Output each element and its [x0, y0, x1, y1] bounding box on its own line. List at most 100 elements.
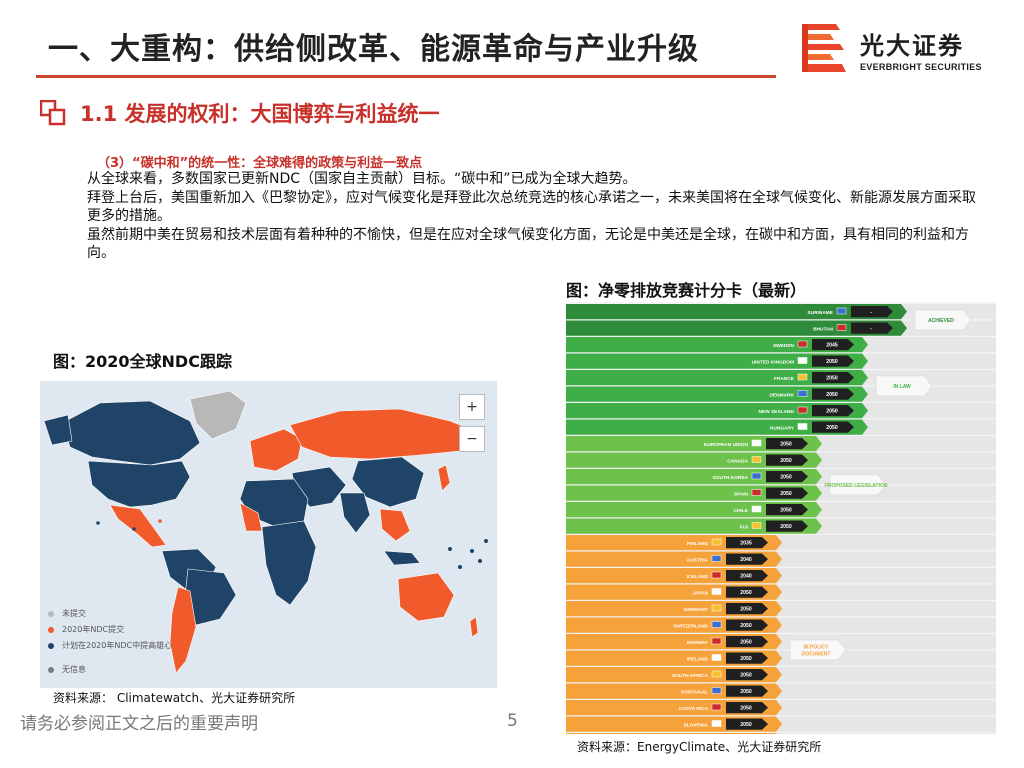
- score-year-label: 2050: [740, 706, 752, 712]
- legend-dot-icon: [48, 667, 54, 673]
- score-year-badge: [726, 586, 768, 598]
- country-flag-icon: [797, 423, 808, 430]
- map-legend: 未提交 2020年NDC提交 计划在2020年NDC中提高雄心 无信息: [48, 609, 178, 681]
- score-country-label: PORTUGAL: [681, 689, 708, 695]
- country-flag-icon: [836, 324, 847, 331]
- score-year-badge: [766, 454, 808, 466]
- country-flag-icon: [711, 571, 722, 579]
- world-map-graphic: [43, 390, 488, 674]
- score-year-label: 2050: [740, 590, 752, 596]
- country-flag-icon: [751, 456, 762, 463]
- map-zoom-out-button[interactable]: −: [459, 426, 485, 452]
- score-country-label: UNITED KINGDOM: [752, 359, 794, 365]
- score-year-label: 2050: [740, 689, 752, 695]
- score-group-tag: [789, 639, 847, 661]
- score-year-label: 2050: [826, 392, 838, 398]
- ndc-world-map[interactable]: + − 未提交 2020年NDC提交 计划在2020年NDC中提高雄心 无信息: [40, 381, 497, 688]
- title-divider: [36, 75, 776, 78]
- score-year-badge: [726, 603, 768, 615]
- paragraph-1: 从全球来看，多数国家已更新NDC（国家自主贡献）目标。“碳中和”已成为全球大趋势…: [87, 171, 637, 187]
- legend-dot-icon: [48, 643, 54, 649]
- subheading: （3）“碳中和”的统一性：全球难得的政策与利益一致点: [97, 156, 423, 171]
- score-bar: [566, 370, 868, 386]
- country-flag-icon: [711, 687, 722, 694]
- score-year-badge: [726, 619, 768, 631]
- country-flag-icon: [711, 588, 722, 595]
- score-year-badge: [812, 421, 854, 433]
- score-year-label: 2050: [780, 491, 792, 497]
- score-year-label: 2050: [780, 458, 792, 464]
- map-zoom-in-button[interactable]: +: [459, 394, 485, 420]
- score-country-label: SWEDEN: [773, 343, 795, 349]
- score-year-label: 2050: [826, 376, 838, 382]
- legend-item: 无信息: [48, 665, 178, 679]
- country-flag-icon: [711, 621, 722, 628]
- map-region-mexico: [109, 504, 167, 548]
- score-year-label: 2040: [740, 557, 752, 563]
- country-flag-icon: [711, 555, 722, 562]
- paragraph-2: 拜登上台后，美国重新加入《巴黎协定》，应对气候变化是拜登此次总统竞选的核心承诺之…: [87, 189, 976, 225]
- score-bar: [566, 419, 868, 435]
- score-year-badge: [812, 405, 854, 417]
- map-region-china: [351, 456, 425, 508]
- score-year-label: 2050: [780, 508, 792, 514]
- score-country-label: SLOVENIA: [683, 722, 708, 728]
- map-region-africa-west: [239, 502, 263, 532]
- score-country-label: AUSTRIA: [687, 557, 709, 563]
- scorecard-source-note: 资料来源：EnergyClimate、光大证券研究所: [577, 740, 822, 754]
- score-country-label: COSTA RICA: [679, 706, 709, 712]
- page-number: 5: [507, 711, 518, 731]
- score-year-label: 2050: [740, 607, 752, 613]
- country-flag-icon: [797, 390, 808, 397]
- score-group-label: IN POLICY: [803, 644, 829, 650]
- score-country-label: FINLAND: [687, 541, 709, 547]
- score-year-badge: [812, 372, 854, 384]
- map-region-south-america-south: [169, 586, 197, 674]
- score-year-badge: [812, 388, 854, 400]
- score-year-label: -: [870, 326, 872, 332]
- score-year-label: 2050: [826, 409, 838, 415]
- country-flag-icon: [797, 357, 808, 364]
- score-year-label: 2035: [740, 541, 752, 547]
- score-group-label: ACHIEVED: [928, 318, 954, 324]
- score-year-badge: [766, 438, 808, 450]
- page-title: 一、大重构：供给侧改革、能源革命与产业升级: [48, 32, 699, 67]
- score-year-label: 2050: [740, 623, 752, 629]
- score-group-tag: [875, 375, 933, 397]
- map-region-india: [339, 492, 371, 534]
- score-year-badge: [766, 487, 808, 499]
- everbright-logo-icon: [802, 24, 846, 72]
- score-group-tag: [914, 309, 972, 331]
- map-region-australia: [397, 572, 455, 622]
- country-flag-icon: [797, 373, 808, 381]
- map-region-japan: [437, 464, 451, 492]
- score-country-label: CHILE: [734, 508, 749, 514]
- map-source-note: 资料来源： Climatewatch、光大证券研究所: [53, 691, 296, 705]
- score-country-label: CANADA: [727, 458, 748, 464]
- score-year-badge: [726, 553, 768, 565]
- score-year-label: -: [870, 310, 872, 316]
- map-region-africa-south: [261, 520, 317, 606]
- score-year-label: 2050: [740, 722, 752, 728]
- country-flag-icon: [797, 406, 808, 414]
- map-region-usa: [87, 460, 191, 508]
- score-country-label: SOUTH AFRICA: [672, 673, 709, 679]
- legend-item: 计划在2020年NDC中提高雄心: [48, 641, 178, 663]
- score-country-label: FIJI: [740, 524, 749, 530]
- map-region-russia: [289, 408, 481, 460]
- country-flag-icon: [711, 604, 722, 612]
- score-year-badge: [726, 652, 768, 664]
- score-year-badge: [726, 636, 768, 648]
- country-flag-icon: [751, 505, 762, 513]
- country-flag-icon: [797, 340, 808, 348]
- score-year-label: 2050: [780, 475, 792, 481]
- score-country-label: FRANCE: [774, 376, 795, 382]
- score-bar: [566, 320, 907, 336]
- net-zero-scorecard: SURINAME - BHUTAN - ACHIEVED SWEDEN 2045 UNITED…: [566, 302, 996, 734]
- scorecard-graphic: SURINAME - BHUTAN - ACHIEVED SWEDEN 2045 UNITED…: [566, 304, 996, 734]
- score-country-label: NORWAY: [687, 640, 709, 646]
- score-group-tag: [829, 474, 887, 496]
- map-region-indonesia: [383, 550, 421, 566]
- score-year-label: 2050: [780, 442, 792, 448]
- score-country-label: SOUTH KOREA: [713, 475, 749, 481]
